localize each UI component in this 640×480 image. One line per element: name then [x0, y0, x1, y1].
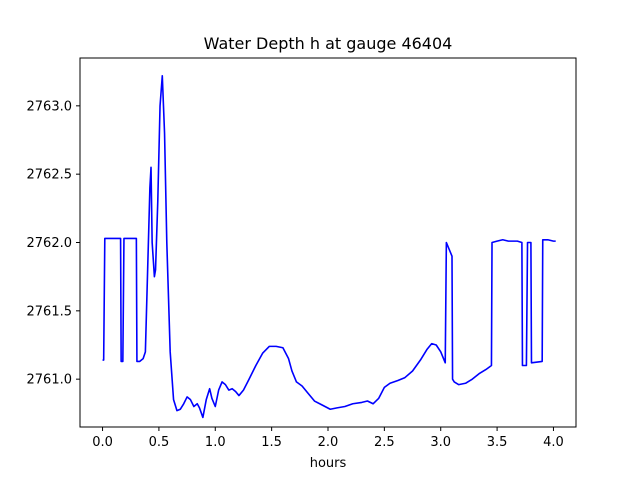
chart-title: Water Depth h at gauge 46404 [204, 34, 453, 53]
y-tick-label: 2761.0 [27, 373, 73, 388]
series-line-0 [102, 74, 556, 419]
x-tick-label: 3.0 [430, 435, 451, 450]
x-tick-label: 0.5 [149, 435, 170, 450]
x-tick-label: 4.0 [543, 435, 564, 450]
x-tick-label: 2.5 [374, 435, 395, 450]
y-tick-label: 2763.0 [27, 99, 73, 114]
plot-area [102, 74, 556, 419]
x-tick-label: 1.0 [205, 435, 226, 450]
x-tick-label: 0.0 [92, 435, 113, 450]
y-tick-label: 2762.5 [27, 168, 73, 183]
x-tick-label: 3.5 [487, 435, 508, 450]
x-tick-label: 1.5 [261, 435, 282, 450]
x-axis: 0.0 0.5 1.0 1.5 2.0 2.5 3.0 3.5 4.0 [92, 427, 564, 450]
y-tick-label: 2761.5 [27, 304, 73, 319]
y-axis: 2761.0 2761.5 2762.0 2762.5 2763.0 [27, 99, 80, 388]
y-tick-label: 2762.0 [27, 236, 73, 251]
x-axis-label: hours [310, 456, 347, 471]
x-tick-label: 2.0 [318, 435, 339, 450]
